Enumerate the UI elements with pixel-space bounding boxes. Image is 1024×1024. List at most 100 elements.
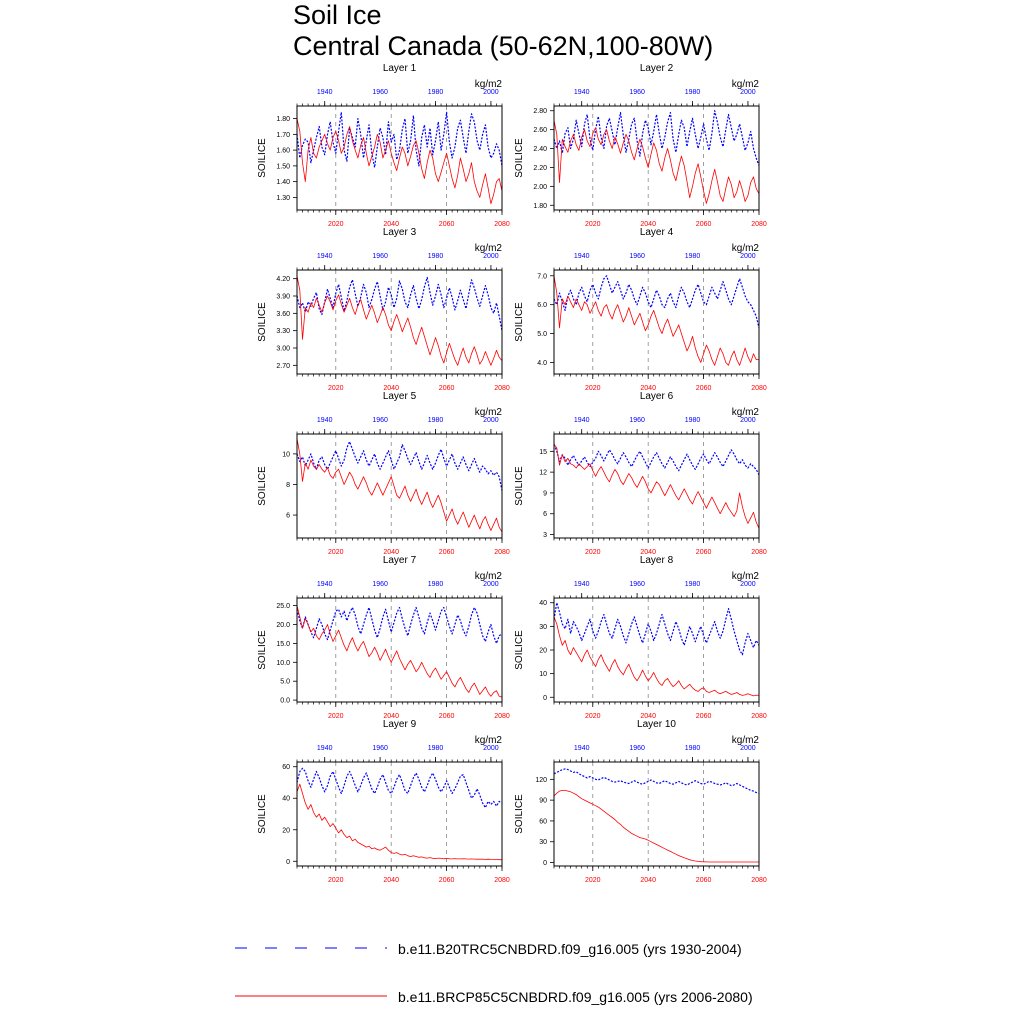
y-tick-label: 20 xyxy=(282,827,290,834)
y-tick-label: 20.0 xyxy=(276,622,290,629)
x-tick-label: 2060 xyxy=(696,713,712,720)
y-tick-label: 60 xyxy=(539,818,547,825)
x-top-tick-label: 2000 xyxy=(483,581,499,588)
panel-10: Layer 10 kg/m2 SOILICE 2020 2040 2060 2080 1940… xyxy=(514,719,767,884)
x-tick-label: 2040 xyxy=(383,877,399,884)
y-tick-label: 15.0 xyxy=(276,641,290,648)
x-top-tick-label: 1980 xyxy=(685,417,701,424)
y-tick-label: 1.70 xyxy=(276,132,290,139)
y-tick-label: 7.0 xyxy=(537,273,547,280)
panel-title: Layer 7 xyxy=(383,555,417,566)
y-tick-label: 1.30 xyxy=(276,195,290,202)
x-top-tick-label: 1960 xyxy=(372,745,388,752)
x-tick-label: 2080 xyxy=(494,549,510,556)
x-top-tick-label: 1960 xyxy=(629,417,645,424)
x-tick-label: 2020 xyxy=(585,713,601,720)
panel-6: Layer 6 kg/m2 SOILICE 2020 2040 2060 2080 1940 1… xyxy=(514,391,767,556)
y-tick-label: 10.0 xyxy=(276,660,290,667)
legend: b.e11.B20TRC5CNBDRD.f09_g16.005 (yrs 193… xyxy=(235,941,753,1005)
series-historical-line xyxy=(553,110,760,166)
x-top-tick-label: 1960 xyxy=(372,89,388,96)
x-tick-label: 2020 xyxy=(328,549,344,556)
panel-2: Layer 2 kg/m2 SOILICE 2020 2040 2060 2080 1940 1… xyxy=(514,63,767,228)
x-top-tick-label: 1980 xyxy=(428,89,444,96)
y-tick-label: 10 xyxy=(539,671,547,678)
x-tick-label: 2020 xyxy=(328,877,344,884)
series-future-line xyxy=(296,438,503,533)
y-tick-label: 2.40 xyxy=(533,146,547,153)
series-future-line xyxy=(296,118,503,205)
y-axis-label: SOILICE xyxy=(257,630,268,670)
units-label: kg/m2 xyxy=(732,735,760,746)
x-tick-label: 2040 xyxy=(383,549,399,556)
x-top-tick-label: 1960 xyxy=(372,417,388,424)
legend-historical-label: b.e11.B20TRC5CNBDRD.f09_g16.005 (yrs 193… xyxy=(398,941,742,957)
series-historical-line xyxy=(553,602,760,656)
series-historical-line xyxy=(553,444,760,476)
x-top-tick-label: 1980 xyxy=(685,89,701,96)
x-top-tick-label: 1940 xyxy=(317,745,333,752)
x-tick-label: 2060 xyxy=(439,549,455,556)
x-tick-label: 2060 xyxy=(439,385,455,392)
x-tick-label: 2060 xyxy=(439,877,455,884)
x-top-tick-label: 1960 xyxy=(372,253,388,260)
y-tick-label: 8 xyxy=(286,482,290,489)
x-tick-label: 2060 xyxy=(696,221,712,228)
y-tick-label: 1.40 xyxy=(276,179,290,186)
y-tick-label: 90 xyxy=(539,798,547,805)
y-tick-label: 20 xyxy=(539,648,547,655)
series-historical-line xyxy=(296,276,503,331)
figure-title: Soil Ice Central Canada (50-62N,100-80W) xyxy=(293,0,713,62)
x-tick-label: 2080 xyxy=(751,221,767,228)
x-top-tick-label: 2000 xyxy=(740,581,756,588)
x-tick-label: 2020 xyxy=(328,713,344,720)
panel-title: Layer 8 xyxy=(640,555,674,566)
x-tick-label: 2040 xyxy=(640,877,656,884)
y-tick-label: 3.90 xyxy=(276,294,290,301)
x-tick-label: 2040 xyxy=(640,385,656,392)
panel-5: Layer 5 kg/m2 SOILICE 2020 2040 2060 2080 1940 1… xyxy=(257,391,510,556)
series-historical-line xyxy=(296,441,503,491)
x-tick-label: 2040 xyxy=(383,713,399,720)
x-top-tick-label: 1960 xyxy=(629,581,645,588)
x-tick-label: 2080 xyxy=(494,385,510,392)
series-historical-line xyxy=(553,768,760,794)
units-label: kg/m2 xyxy=(732,243,760,254)
x-top-tick-label: 1960 xyxy=(629,253,645,260)
y-axis-label: SOILICE xyxy=(514,302,525,342)
x-top-tick-label: 1940 xyxy=(574,89,590,96)
x-tick-label: 2080 xyxy=(751,385,767,392)
series-future-line xyxy=(553,275,759,366)
panel-4: Layer 4 kg/m2 SOILICE 2020 2040 2060 2080 1940 1… xyxy=(514,227,767,392)
x-top-tick-label: 1940 xyxy=(574,253,590,260)
y-tick-label: 40 xyxy=(282,796,290,803)
panel-title: Layer 5 xyxy=(383,391,417,402)
series-future-line xyxy=(553,444,760,529)
units-label: kg/m2 xyxy=(475,571,503,582)
y-tick-label: 1.80 xyxy=(276,116,290,123)
units-label: kg/m2 xyxy=(475,243,503,254)
x-top-tick-label: 1960 xyxy=(629,745,645,752)
plot-frame xyxy=(296,105,503,211)
plot-frame xyxy=(296,761,503,867)
x-top-tick-label: 1980 xyxy=(685,581,701,588)
y-tick-label: 9 xyxy=(543,490,547,497)
x-tick-label: 2020 xyxy=(328,221,344,228)
x-top-tick-label: 2000 xyxy=(483,89,499,96)
x-top-tick-label: 1940 xyxy=(317,89,333,96)
y-axis-label: SOILICE xyxy=(257,138,268,178)
series-historical-line xyxy=(296,606,503,645)
y-tick-label: 0 xyxy=(543,860,547,867)
series-future-line xyxy=(296,605,503,698)
x-top-tick-label: 1940 xyxy=(317,417,333,424)
y-tick-label: 4.20 xyxy=(276,276,290,283)
title-line-1: Soil Ice xyxy=(293,0,382,30)
y-tick-label: 2.60 xyxy=(533,127,547,134)
x-top-tick-label: 2000 xyxy=(740,417,756,424)
x-tick-label: 2040 xyxy=(640,221,656,228)
x-tick-label: 2020 xyxy=(328,385,344,392)
y-tick-label: 30 xyxy=(539,839,547,846)
y-tick-label: 3.60 xyxy=(276,311,290,318)
